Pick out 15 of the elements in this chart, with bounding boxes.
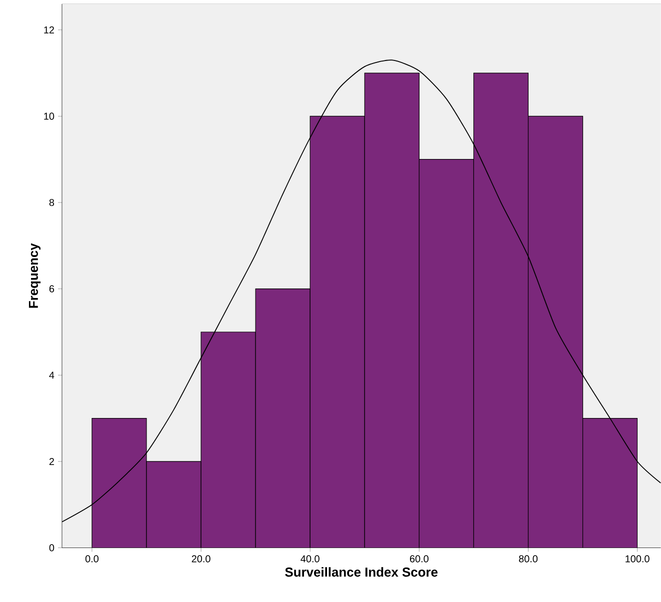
x-tick-label: 80.0 (518, 555, 538, 562)
y-tick-label: 4 (49, 372, 54, 379)
y-tick-label: 12 (44, 26, 54, 34)
y-tick-label: 8 (49, 199, 54, 206)
x-tick-label: 0.0 (85, 555, 99, 562)
x-tick-label: 60.0 (410, 555, 428, 562)
y-axis-title: Frequency (28, 243, 41, 308)
y-tick-label: 10 (44, 112, 54, 120)
y-tick-label: 6 (49, 285, 54, 292)
x-tick-label: 100.0 (626, 555, 650, 562)
x-tick-label: 20.0 (192, 555, 210, 562)
x-axis-title: Surveillance Index Score (285, 567, 438, 577)
y-tick-label: 0 (49, 544, 54, 552)
x-tick-label: 40.0 (300, 555, 320, 562)
y-tick-label: 2 (49, 458, 54, 466)
